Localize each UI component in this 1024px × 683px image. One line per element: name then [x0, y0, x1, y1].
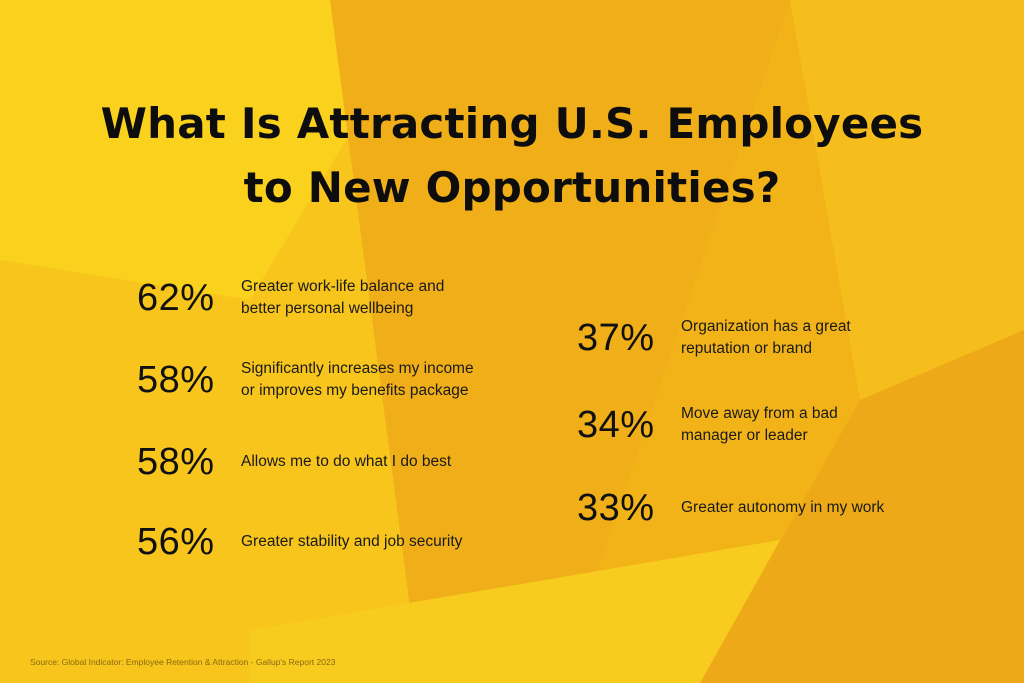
background-bright-shape-right	[790, 0, 1024, 400]
title-line-1: What Is Attracting U.S. Employees	[100, 99, 924, 148]
stat-label-line: Greater autonomy in my work	[681, 499, 885, 516]
stat-label-line: manager or leader	[681, 427, 808, 444]
stat-percent: 33%	[577, 486, 655, 529]
stat-label-line: better personal wellbeing	[241, 300, 414, 317]
stat-label: Greater autonomy in my work	[681, 497, 931, 519]
stat-item: 33% Greater autonomy in my work	[577, 486, 931, 530]
stat-label: Greater work-life balance and better per…	[241, 276, 491, 320]
stat-label: Move away from a bad manager or leader	[681, 403, 931, 447]
source-note: Source: Global Indicator: Employee Reten…	[30, 657, 336, 667]
stat-percent: 56%	[137, 520, 215, 563]
stat-label-line: Greater work-life balance and	[241, 278, 445, 295]
stat-percent: 58%	[137, 358, 215, 401]
stat-label-line: Significantly increases my income	[241, 360, 474, 377]
background-bright-shape-bottom	[250, 540, 780, 683]
stat-percent: 58%	[137, 440, 215, 483]
stat-percent: 34%	[577, 403, 655, 446]
stat-label: Allows me to do what I do best	[241, 451, 491, 473]
stat-label-line: Greater stability and job security	[241, 533, 463, 550]
background-bright-shape-topleft	[0, 0, 430, 300]
stat-label-line: or improves my benefits package	[241, 382, 469, 399]
stat-percent: 62%	[137, 276, 215, 319]
stat-item: 58% Significantly increases my income or…	[137, 358, 491, 402]
stat-percent: 37%	[577, 316, 655, 359]
background-dark-shape-center	[330, 0, 790, 683]
stat-label: Organization has a great reputation or b…	[681, 316, 931, 360]
stat-item: 56% Greater stability and job security	[137, 520, 491, 564]
title-line-2: to New Opportunities?	[243, 163, 781, 212]
stat-label-line: Allows me to do what I do best	[241, 453, 452, 470]
page-title: What Is Attracting U.S. Employees to New…	[0, 92, 1024, 220]
background-dark-shape-right	[700, 330, 1024, 683]
stat-item: 37% Organization has a great reputation …	[577, 316, 931, 360]
stat-item: 58% Allows me to do what I do best	[137, 440, 491, 484]
stat-item: 62% Greater work-life balance and better…	[137, 276, 491, 320]
stat-label: Significantly increases my income or imp…	[241, 358, 491, 402]
stat-label: Greater stability and job security	[241, 531, 491, 553]
stat-label-line: reputation or brand	[681, 340, 812, 357]
stat-item: 34% Move away from a bad manager or lead…	[577, 403, 931, 447]
stat-label-line: Organization has a great	[681, 318, 851, 335]
stat-label-line: Move away from a bad	[681, 405, 838, 422]
